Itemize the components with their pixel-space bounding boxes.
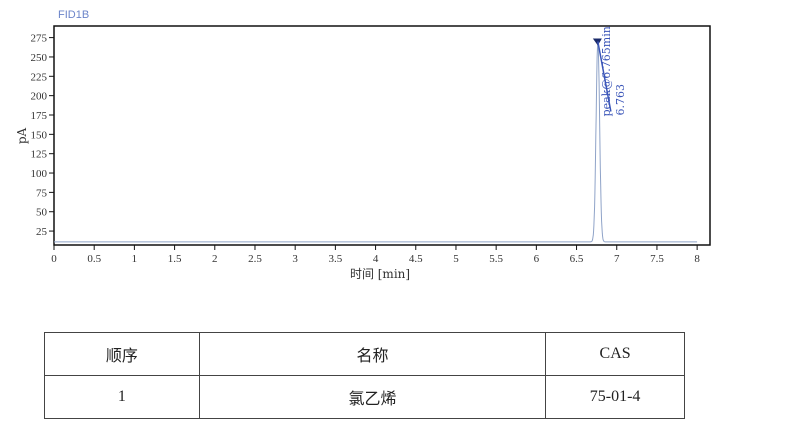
y-tick-label: 50 [36, 207, 48, 219]
chart-title: FID1B [58, 9, 89, 21]
x-tick-label: 2 [212, 253, 218, 265]
x-tick-label: 4.5 [409, 253, 423, 265]
x-tick-label: 6.5 [570, 253, 584, 265]
peak-label: peak@6.765min [600, 26, 613, 116]
y-tick-label: 100 [31, 168, 48, 180]
chromatogram-chart: FID1B pA 时间 [min] 0 0.5 1 1.5 2 2.5 3 3.5 4 4.5 5 5… [15, 9, 711, 281]
y-tick-label: 275 [31, 33, 48, 45]
x-tick-label: 3 [292, 253, 298, 265]
header-order: 顺序 [44, 332, 200, 376]
peak-rt-label: 6.763 [614, 84, 627, 116]
y-tick-label: 75 [36, 187, 48, 199]
header-cas: CAS [545, 332, 685, 376]
cell-order: 1 [44, 375, 200, 419]
y-tick-label: 25 [36, 226, 48, 238]
x-tick-label: 4 [373, 253, 379, 265]
y-tick-label: 250 [31, 52, 48, 64]
x-tick-label: 0 [51, 253, 57, 265]
table-header-row: 顺序 名称 CAS [44, 332, 685, 376]
x-axis-label: 时间 [min] [350, 267, 410, 281]
x-tick-label: 5 [453, 253, 459, 265]
x-tick-label: 7.5 [650, 253, 664, 265]
x-tick-label: 8 [694, 253, 700, 265]
x-tick-label: 1.5 [168, 253, 182, 265]
y-tick-label: 200 [31, 91, 48, 103]
cell-name: 氯乙烯 [198, 375, 547, 419]
x-tick-label: 0.5 [87, 253, 101, 265]
signal-trace [54, 41, 698, 243]
x-tick-label: 7 [614, 253, 620, 265]
x-tick-label: 1 [132, 253, 138, 265]
plot-frame [53, 25, 711, 246]
x-tick-label: 3.5 [328, 253, 342, 265]
header-name: 名称 [198, 332, 547, 376]
cell-cas: 75-01-4 [545, 375, 685, 419]
table-row: 1 氯乙烯 75-01-4 [44, 375, 685, 419]
y-tick-label: 225 [31, 71, 48, 83]
y-axis-label: pA [15, 127, 29, 144]
x-tick-label: 5.5 [489, 253, 503, 265]
x-tick-label: 6 [534, 253, 540, 265]
y-tick-label: 125 [31, 149, 48, 161]
compound-table: 顺序 名称 CAS 1 氯乙烯 75-01-4 [44, 332, 685, 419]
y-tick-label: 150 [31, 129, 48, 141]
x-tick-label: 2.5 [248, 253, 262, 265]
peak-annotation-line [597, 41, 612, 112]
y-tick-label: 175 [31, 110, 48, 122]
